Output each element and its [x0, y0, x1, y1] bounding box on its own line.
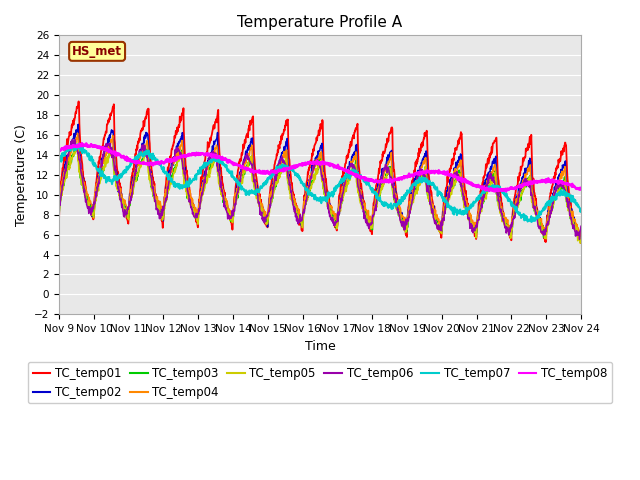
- TC_temp07: [55, 156, 63, 162]
- TC_temp08: [502, 189, 509, 194]
- TC_temp03: [515, 195, 523, 201]
- TC_temp01: [55, 218, 63, 224]
- TC_temp01: [469, 225, 477, 230]
- TC_temp08: [159, 159, 166, 165]
- Line: TC_temp03: TC_temp03: [59, 145, 581, 239]
- Legend: TC_temp01, TC_temp02, TC_temp03, TC_temp04, TC_temp05, TC_temp06, TC_temp07, TC_: TC_temp01, TC_temp02, TC_temp03, TC_temp…: [28, 362, 612, 403]
- TC_temp03: [172, 162, 179, 168]
- TC_temp07: [159, 166, 166, 171]
- TC_temp07: [172, 181, 179, 187]
- TC_temp03: [55, 213, 63, 218]
- TC_temp05: [401, 226, 409, 231]
- TC_temp05: [469, 227, 477, 233]
- TC_temp02: [469, 225, 477, 230]
- TC_temp06: [55, 201, 63, 207]
- TC_temp04: [55, 203, 63, 209]
- TC_temp04: [577, 233, 584, 239]
- X-axis label: Time: Time: [305, 339, 335, 353]
- Line: TC_temp01: TC_temp01: [59, 101, 581, 243]
- TC_temp06: [575, 237, 583, 242]
- TC_temp01: [230, 202, 237, 208]
- Text: HS_met: HS_met: [72, 45, 122, 58]
- TC_temp02: [401, 220, 409, 226]
- TC_temp04: [159, 209, 166, 215]
- TC_temp04: [401, 218, 409, 224]
- TC_temp04: [577, 230, 585, 236]
- TC_temp03: [74, 142, 81, 148]
- Line: TC_temp07: TC_temp07: [59, 144, 581, 222]
- Title: Temperature Profile A: Temperature Profile A: [237, 15, 403, 30]
- TC_temp05: [577, 238, 585, 243]
- TC_temp01: [159, 225, 166, 231]
- TC_temp01: [172, 132, 179, 138]
- TC_temp01: [577, 237, 585, 243]
- Y-axis label: Temperature (C): Temperature (C): [15, 124, 28, 226]
- TC_temp04: [515, 189, 523, 194]
- TC_temp07: [230, 174, 237, 180]
- TC_temp04: [172, 157, 179, 163]
- TC_temp08: [55, 147, 63, 153]
- TC_temp06: [515, 189, 523, 195]
- TC_temp07: [515, 211, 523, 217]
- TC_temp01: [577, 240, 584, 246]
- TC_temp06: [230, 206, 237, 212]
- TC_temp05: [72, 142, 80, 147]
- TC_temp04: [469, 221, 477, 227]
- Line: TC_temp05: TC_temp05: [59, 144, 581, 243]
- TC_temp02: [159, 213, 166, 219]
- TC_temp04: [74, 131, 81, 136]
- TC_temp06: [401, 226, 409, 232]
- TC_temp05: [577, 240, 584, 246]
- TC_temp03: [159, 211, 166, 217]
- TC_temp04: [230, 204, 237, 210]
- TC_temp03: [577, 236, 584, 241]
- TC_temp02: [577, 236, 585, 242]
- TC_temp03: [230, 205, 237, 211]
- TC_temp05: [230, 207, 237, 213]
- TC_temp06: [71, 137, 79, 143]
- TC_temp08: [469, 181, 477, 187]
- Line: TC_temp04: TC_temp04: [59, 133, 581, 236]
- TC_temp03: [469, 228, 477, 234]
- TC_temp08: [577, 186, 585, 192]
- TC_temp06: [172, 150, 179, 156]
- TC_temp02: [515, 184, 523, 190]
- TC_temp07: [75, 142, 83, 147]
- TC_temp02: [55, 211, 63, 216]
- TC_temp08: [172, 157, 179, 163]
- TC_temp01: [75, 98, 83, 104]
- TC_temp01: [515, 173, 523, 179]
- Line: TC_temp06: TC_temp06: [59, 140, 581, 240]
- TC_temp05: [515, 196, 523, 202]
- TC_temp02: [74, 121, 82, 127]
- TC_temp06: [577, 223, 585, 229]
- TC_temp06: [469, 228, 477, 234]
- TC_temp01: [401, 227, 409, 232]
- TC_temp07: [577, 207, 585, 213]
- TC_temp02: [172, 152, 179, 157]
- TC_temp03: [577, 232, 585, 238]
- Line: TC_temp02: TC_temp02: [59, 124, 581, 239]
- TC_temp02: [230, 203, 237, 208]
- TC_temp08: [78, 140, 86, 146]
- TC_temp08: [401, 173, 409, 179]
- TC_temp05: [55, 207, 63, 213]
- TC_temp03: [401, 228, 409, 234]
- TC_temp07: [469, 203, 477, 208]
- TC_temp07: [528, 219, 536, 225]
- TC_temp05: [159, 217, 166, 223]
- TC_temp05: [172, 168, 179, 173]
- TC_temp08: [516, 183, 524, 189]
- TC_temp08: [230, 160, 237, 166]
- Line: TC_temp08: TC_temp08: [59, 143, 581, 192]
- TC_temp06: [159, 210, 166, 216]
- TC_temp07: [401, 193, 409, 199]
